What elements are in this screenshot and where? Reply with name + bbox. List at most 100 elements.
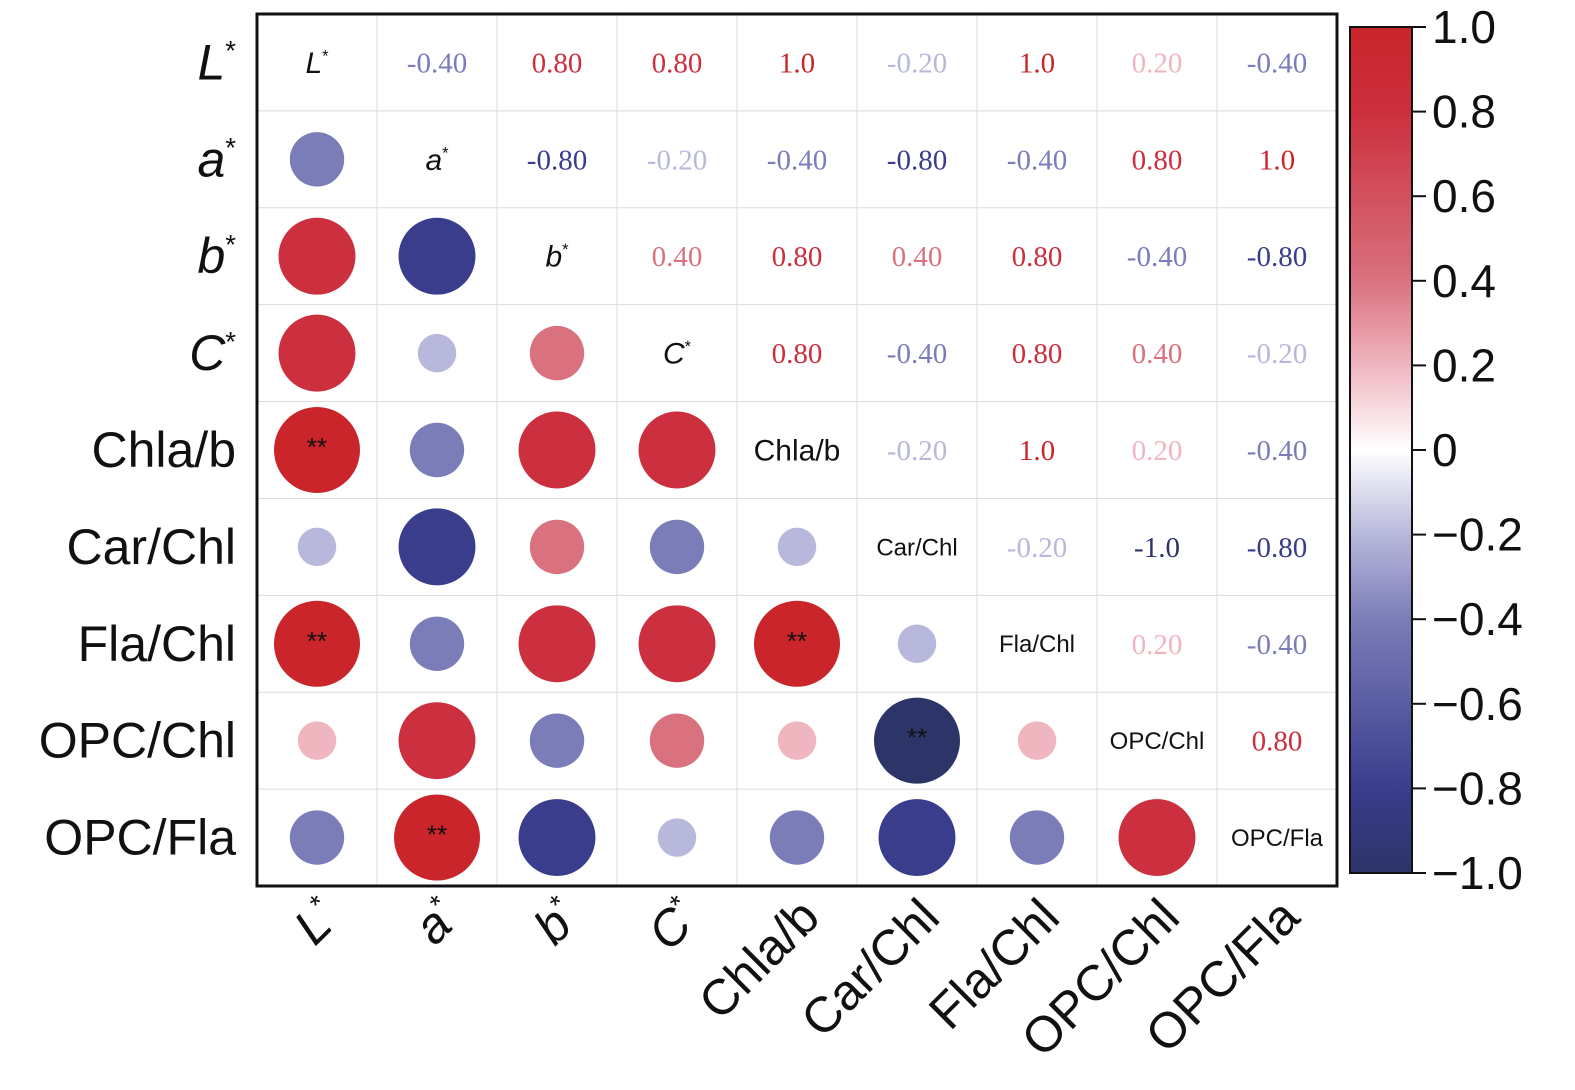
row-label: Chla/b (91, 422, 236, 478)
correlation-value-label: 1.0 (1019, 47, 1055, 79)
plot-frame (255, 12, 1339, 888)
colorbar-tick-label: 0.4 (1432, 255, 1496, 307)
correlation-circle (1009, 810, 1065, 865)
column-label: b* (523, 888, 590, 955)
correlation-circle (878, 799, 956, 877)
colorbar-tick-label: 1.0 (1432, 1, 1496, 53)
column-labels: L* a* b* C*Chla/bCar/ChlFla/ChlOPC/ChlOPC/F… (283, 888, 1310, 1067)
correlation-circle (657, 818, 697, 857)
correlation-circle (638, 411, 716, 489)
diagonal-label: Fla/Chl (999, 631, 1075, 658)
correlation-value-label: 0.80 (1012, 241, 1063, 273)
significance-marker: ** (787, 626, 807, 656)
colorbar-gradient (1349, 26, 1413, 874)
grid-lines (257, 14, 1337, 886)
row-label: Car/Chl (67, 519, 236, 575)
correlation-value-label: 0.20 (1132, 47, 1183, 79)
correlation-value-label: -0.20 (887, 435, 947, 467)
correlation-circle (1118, 799, 1196, 877)
diagonal-label: C* (663, 338, 692, 371)
correlation-value-label: 0.80 (1132, 144, 1183, 176)
matrix-cells: L* -0.40 0.80 0.80 1.0 -0.20 1.0 0.20 -0.40 a* -0.… (274, 47, 1324, 881)
significance-marker: ** (907, 723, 927, 753)
correlation-circle (529, 519, 585, 575)
correlation-value-label: -0.20 (647, 144, 707, 176)
correlation-value-label: 0.80 (652, 47, 703, 79)
correlation-value-label: 0.80 (532, 47, 583, 79)
correlation-circle (274, 407, 360, 493)
correlation-circle (297, 721, 337, 760)
diagonal-label: Car/Chl (876, 534, 957, 561)
correlation-circle (529, 325, 585, 381)
correlation-circle (398, 702, 476, 780)
row-label: OPC/Chl (39, 713, 236, 769)
significance-marker: ** (307, 432, 327, 462)
colorbar-tick-label: −1.0 (1432, 847, 1523, 899)
correlation-value-label: -0.40 (1247, 435, 1307, 467)
colorbar-tick-label: −0.6 (1432, 678, 1523, 730)
correlation-circle (769, 810, 825, 865)
correlation-circle (398, 508, 476, 586)
row-label: C* (189, 325, 236, 381)
correlation-value-label: 0.80 (772, 241, 823, 273)
correlation-value-label: 0.80 (772, 338, 823, 370)
correlation-circle (278, 217, 356, 295)
correlation-value-label: -0.40 (767, 144, 827, 176)
correlation-value-label: -0.80 (1247, 241, 1307, 273)
colorbar-tick-label: 0.2 (1432, 339, 1496, 391)
colorbar-tick-label: −0.4 (1432, 593, 1523, 645)
row-label: OPC/Fla (44, 810, 236, 866)
correlation-value-label: 0.80 (1012, 338, 1063, 370)
correlation-value-label: -0.40 (1007, 144, 1067, 176)
colorbar-tick-label: −0.2 (1432, 509, 1523, 561)
row-label: L* (197, 34, 236, 90)
correlation-value-label: -0.80 (1247, 532, 1307, 564)
correlation-circle (394, 794, 480, 881)
correlation-value-label: -0.80 (887, 144, 947, 176)
correlation-circle (777, 721, 817, 760)
correlation-circle (518, 605, 596, 683)
correlation-value-label: -0.40 (1247, 47, 1307, 79)
diagonal-label: OPC/Fla (1231, 825, 1324, 852)
correlation-circle (777, 527, 817, 567)
correlation-value-label: 0.20 (1132, 435, 1183, 467)
correlation-value-label: -0.20 (1247, 338, 1307, 370)
diagonal-label: a* (425, 144, 449, 177)
correlation-circle (398, 217, 476, 295)
correlation-circle (518, 799, 596, 877)
correlation-value-label: -0.40 (1247, 629, 1307, 661)
correlation-circle (289, 810, 345, 865)
row-labels: L* a* b* C* Chla/b Car/Chl Fla/Chl OPC/Chl OPC/F… (39, 34, 237, 865)
correlation-circle (1017, 721, 1057, 760)
colorbar-tick-label: 0 (1432, 424, 1458, 476)
correlation-value-label: 1.0 (779, 47, 815, 79)
correlation-circle (529, 713, 585, 768)
correlation-circle (649, 519, 705, 575)
correlation-circle (638, 605, 716, 683)
correlation-value-label: 0.40 (892, 241, 943, 273)
diagonal-label: L* (305, 47, 329, 80)
column-label: a* (403, 888, 470, 955)
row-label: Fla/Chl (78, 616, 236, 672)
correlation-circle (874, 697, 960, 784)
row-label: b* (197, 228, 236, 284)
correlation-circle (278, 314, 356, 392)
row-label: a* (197, 131, 236, 187)
significance-marker: ** (307, 626, 327, 656)
correlation-circle (417, 333, 457, 373)
correlation-circle (754, 600, 840, 687)
diagonal-label: OPC/Chl (1110, 728, 1205, 755)
column-label: C* (637, 888, 710, 961)
colorbar-tick-label: 0.6 (1432, 170, 1496, 222)
correlation-circle (409, 616, 465, 671)
correlation-value-label: -0.40 (1127, 241, 1187, 273)
correlation-value-label: -0.40 (887, 338, 947, 370)
correlation-value-label: 1.0 (1019, 435, 1055, 467)
correlation-circle (289, 132, 345, 187)
correlation-value-label: -1.0 (1134, 532, 1180, 564)
correlation-circle (274, 600, 360, 687)
correlation-circle (897, 624, 937, 664)
significance-marker: ** (427, 820, 447, 850)
correlation-value-label: -0.20 (1007, 532, 1067, 564)
